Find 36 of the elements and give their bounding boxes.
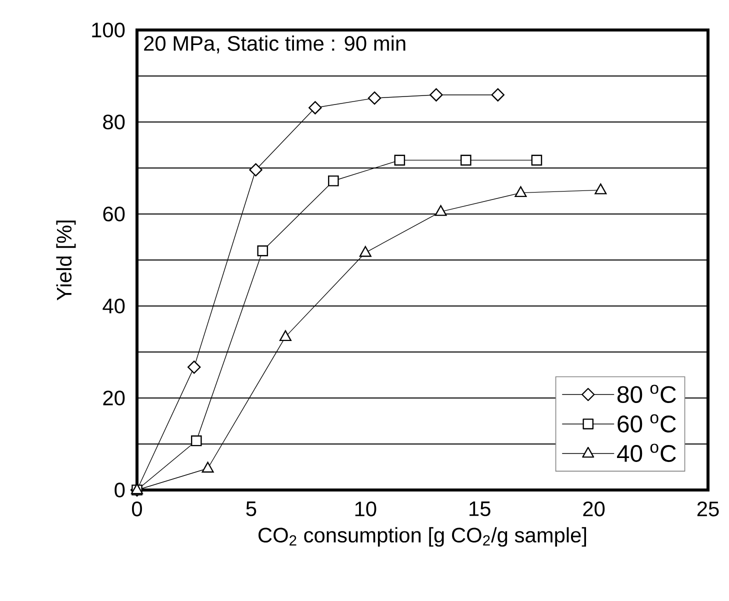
point xyxy=(188,360,201,374)
point xyxy=(434,205,447,216)
point xyxy=(368,91,382,105)
x-tick-label: 25 xyxy=(697,502,719,516)
point xyxy=(394,154,406,166)
point xyxy=(359,246,372,257)
y-tick-label: 20 xyxy=(103,390,125,406)
point xyxy=(257,245,268,256)
y-tick-label: 0 xyxy=(114,482,125,498)
legend-label: 60 $^{o}$C xyxy=(618,414,676,432)
x-tick-label: 20 xyxy=(583,502,605,516)
point xyxy=(531,154,542,166)
y-tick-label: 40 xyxy=(102,298,125,314)
annotation: 20 MPa, Static time : 90 min xyxy=(144,36,406,54)
x-tick-label: 15 xyxy=(470,502,490,516)
point xyxy=(308,101,322,114)
y-tick-label: 100 xyxy=(92,22,125,38)
point xyxy=(202,462,214,473)
point xyxy=(279,330,292,342)
x-axis-title: CO$_{2}$ consumption [g CO$_{2}$/g sample] xyxy=(258,527,586,547)
y-axis-title: Yield [%] xyxy=(56,220,76,300)
point xyxy=(594,183,607,194)
point xyxy=(249,163,262,176)
y-tick-label: 80 xyxy=(103,114,125,130)
y-tick-label: 60 xyxy=(103,206,125,222)
x-tick-label: 5 xyxy=(246,502,256,516)
point xyxy=(514,186,527,198)
x-tick-label: 10 xyxy=(355,502,376,516)
point xyxy=(328,175,339,186)
legend-label: 40 $^{o}$C xyxy=(617,444,676,462)
point xyxy=(190,435,202,446)
point xyxy=(430,88,443,102)
point xyxy=(491,88,504,102)
legend-label: 80 $^{o}$C xyxy=(617,384,676,403)
x-tick-label: 0 xyxy=(132,502,142,516)
point xyxy=(460,154,472,166)
